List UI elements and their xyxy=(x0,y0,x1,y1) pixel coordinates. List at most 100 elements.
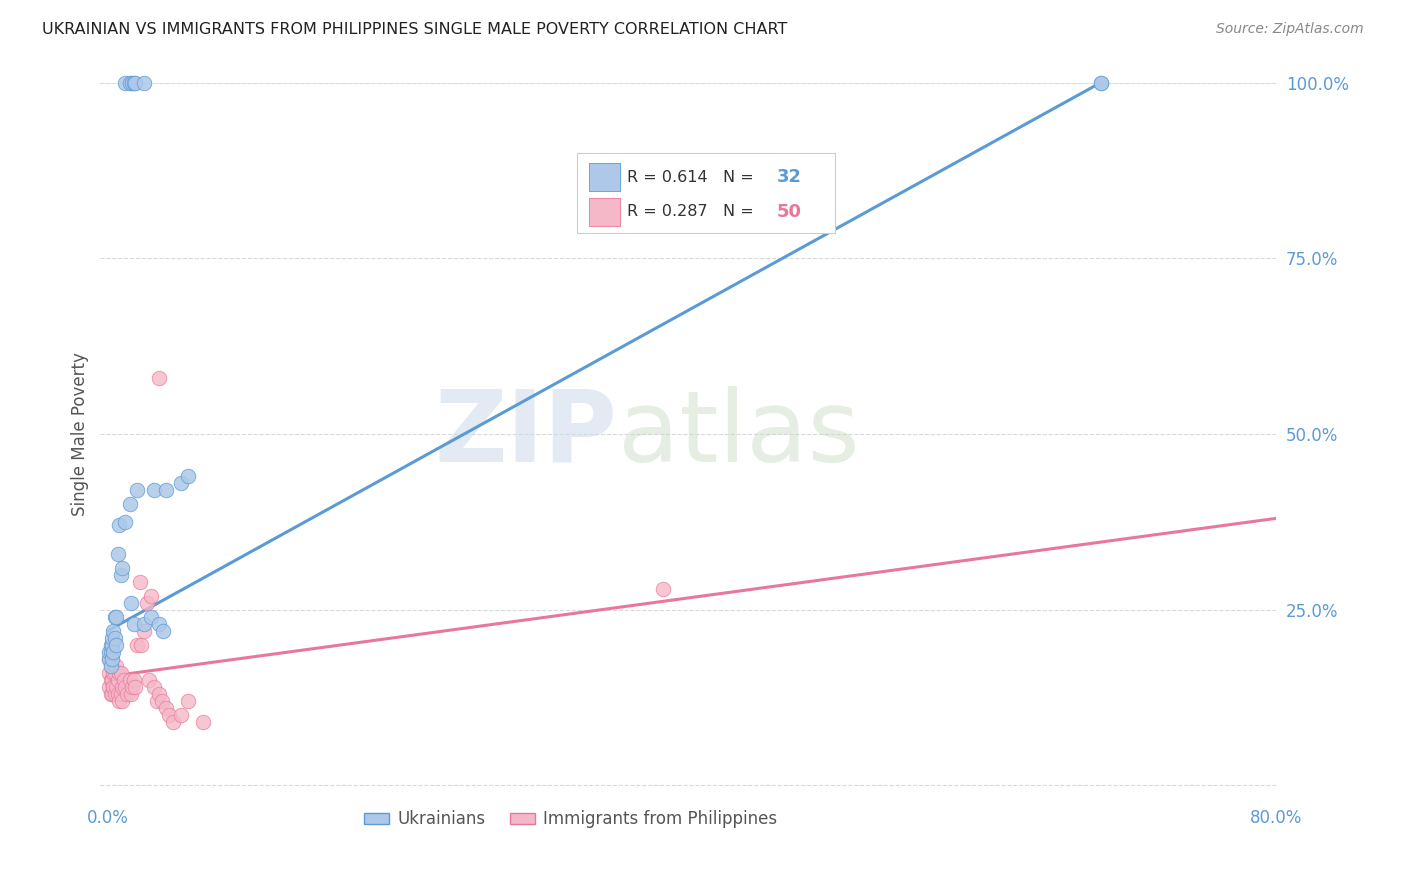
Point xyxy=(124,76,146,90)
Point xyxy=(105,638,128,652)
Point xyxy=(141,609,163,624)
Point xyxy=(100,687,122,701)
Point xyxy=(134,624,156,638)
Point xyxy=(98,665,121,680)
Text: UKRAINIAN VS IMMIGRANTS FROM PHILIPPINES SINGLE MALE POVERTY CORRELATION CHART: UKRAINIAN VS IMMIGRANTS FROM PHILIPPINES… xyxy=(42,22,787,37)
Point xyxy=(107,673,129,687)
Point xyxy=(105,609,128,624)
Point xyxy=(152,624,174,638)
Point xyxy=(1090,76,1112,90)
Point xyxy=(121,680,143,694)
Point xyxy=(150,694,173,708)
Point xyxy=(177,694,200,708)
Point xyxy=(103,665,125,680)
Point xyxy=(100,638,122,652)
Point xyxy=(1090,76,1112,90)
Point xyxy=(122,616,145,631)
Point xyxy=(120,596,142,610)
Point xyxy=(114,76,136,90)
Point xyxy=(122,673,145,687)
Point xyxy=(125,638,148,652)
Point xyxy=(170,708,193,723)
Point xyxy=(129,638,152,652)
Point xyxy=(103,645,125,659)
Point xyxy=(101,687,124,701)
Point xyxy=(108,518,131,533)
Point xyxy=(111,680,134,694)
Point xyxy=(107,547,129,561)
Point xyxy=(111,560,134,574)
Point xyxy=(155,701,177,715)
Point xyxy=(136,596,159,610)
Point xyxy=(162,715,184,730)
Text: atlas: atlas xyxy=(617,385,859,483)
Text: R = 0.614   N =: R = 0.614 N = xyxy=(627,169,759,185)
Point xyxy=(104,631,127,645)
Point xyxy=(101,652,124,666)
Point xyxy=(114,680,136,694)
Point xyxy=(101,673,124,687)
Point xyxy=(110,665,132,680)
Point xyxy=(100,659,122,673)
Text: 50: 50 xyxy=(776,202,801,221)
Point xyxy=(98,645,121,659)
Point xyxy=(98,652,121,666)
Point xyxy=(141,589,163,603)
Text: R = 0.287   N =: R = 0.287 N = xyxy=(627,204,759,219)
Point xyxy=(108,694,131,708)
Point xyxy=(134,76,156,90)
Point xyxy=(148,371,170,385)
Point xyxy=(101,631,124,645)
Point xyxy=(103,680,125,694)
Text: ZIP: ZIP xyxy=(434,385,617,483)
Point xyxy=(155,483,177,498)
Point xyxy=(98,680,121,694)
Point xyxy=(107,687,129,701)
Point xyxy=(120,687,142,701)
Point xyxy=(134,616,156,631)
Point xyxy=(112,673,135,687)
Point xyxy=(111,694,134,708)
Point xyxy=(103,680,125,694)
Point xyxy=(105,659,128,673)
Point xyxy=(157,708,180,723)
Point xyxy=(651,582,673,596)
Point xyxy=(100,645,122,659)
Point xyxy=(108,665,131,680)
Point xyxy=(103,624,125,638)
Point xyxy=(122,76,145,90)
Point xyxy=(100,673,122,687)
Point xyxy=(100,659,122,673)
Point xyxy=(110,567,132,582)
FancyBboxPatch shape xyxy=(576,153,835,233)
Point xyxy=(170,476,193,491)
Point xyxy=(191,715,214,730)
Point xyxy=(121,76,143,90)
Point xyxy=(148,687,170,701)
Text: Source: ZipAtlas.com: Source: ZipAtlas.com xyxy=(1216,22,1364,37)
Point xyxy=(110,687,132,701)
Point xyxy=(143,483,166,498)
Point xyxy=(148,616,170,631)
Point xyxy=(104,609,127,624)
Point xyxy=(177,469,200,483)
Point xyxy=(98,652,121,666)
FancyBboxPatch shape xyxy=(589,163,620,191)
Point xyxy=(105,680,128,694)
Point xyxy=(125,483,148,498)
Point xyxy=(104,687,127,701)
Point xyxy=(101,638,124,652)
FancyBboxPatch shape xyxy=(589,198,620,226)
Y-axis label: Single Male Poverty: Single Male Poverty xyxy=(72,352,89,516)
Point xyxy=(118,76,141,90)
Point xyxy=(128,574,150,589)
Text: 32: 32 xyxy=(776,168,801,186)
Legend: Ukrainians, Immigrants from Philippines: Ukrainians, Immigrants from Philippines xyxy=(357,804,785,835)
Point xyxy=(124,680,146,694)
Point xyxy=(104,665,127,680)
Point xyxy=(114,515,136,529)
Point xyxy=(143,680,166,694)
Point xyxy=(101,652,124,666)
Point xyxy=(138,673,160,687)
Point xyxy=(115,687,138,701)
